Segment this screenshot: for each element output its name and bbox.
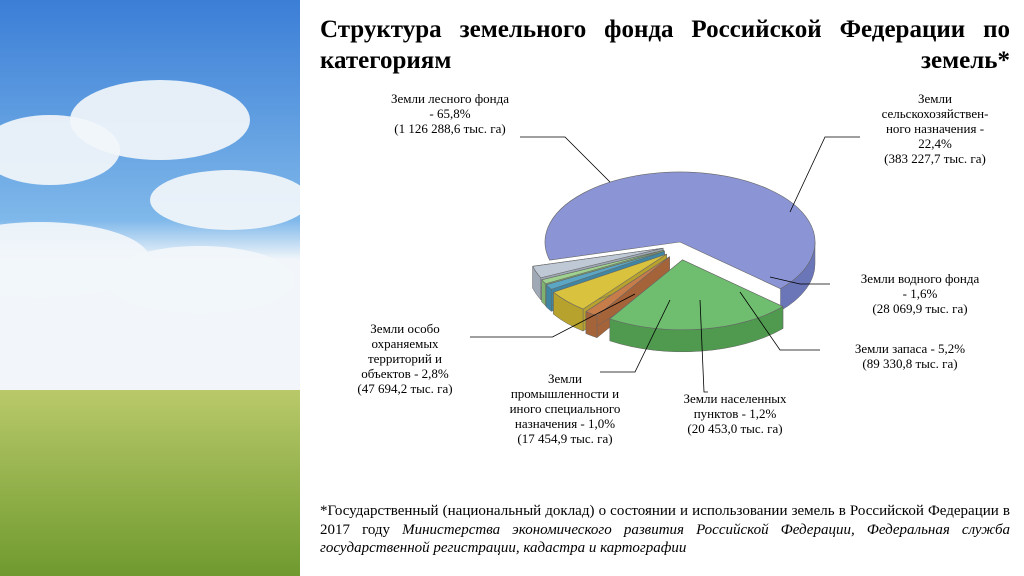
callout-forest: Земли лесного фонда - 65,8% (1 126 288,6… (360, 92, 540, 137)
background-photo (0, 0, 300, 576)
footnote-italic: Министерства экономического развития Рос… (320, 522, 1010, 557)
callout-agri: Земли сельскохозяйствен- ного назначения… (860, 92, 1010, 167)
callout-reserve: Земли запаса - 5,2% (89 330,8 тыс. га) (820, 342, 1000, 372)
page-title: Структура земельного фонда Российской Фе… (320, 14, 1010, 77)
callout-water: Земли водного фонда - 1,6% (28 069,9 тыс… (830, 272, 1010, 317)
callout-protected: Земли особо охраняемых территорий и объе… (320, 322, 490, 397)
content-area: Структура земельного фонда Российской Фе… (300, 0, 1024, 576)
callout-industry: Земли промышленности и иного специальног… (480, 372, 650, 447)
pie-chart: Земли лесного фонда - 65,8% (1 126 288,6… (300, 82, 1024, 462)
callout-settlement: Земли населенных пунктов - 1,2% (20 453,… (650, 392, 820, 437)
footnote: *Государственный (национальный доклад) о… (320, 502, 1010, 558)
